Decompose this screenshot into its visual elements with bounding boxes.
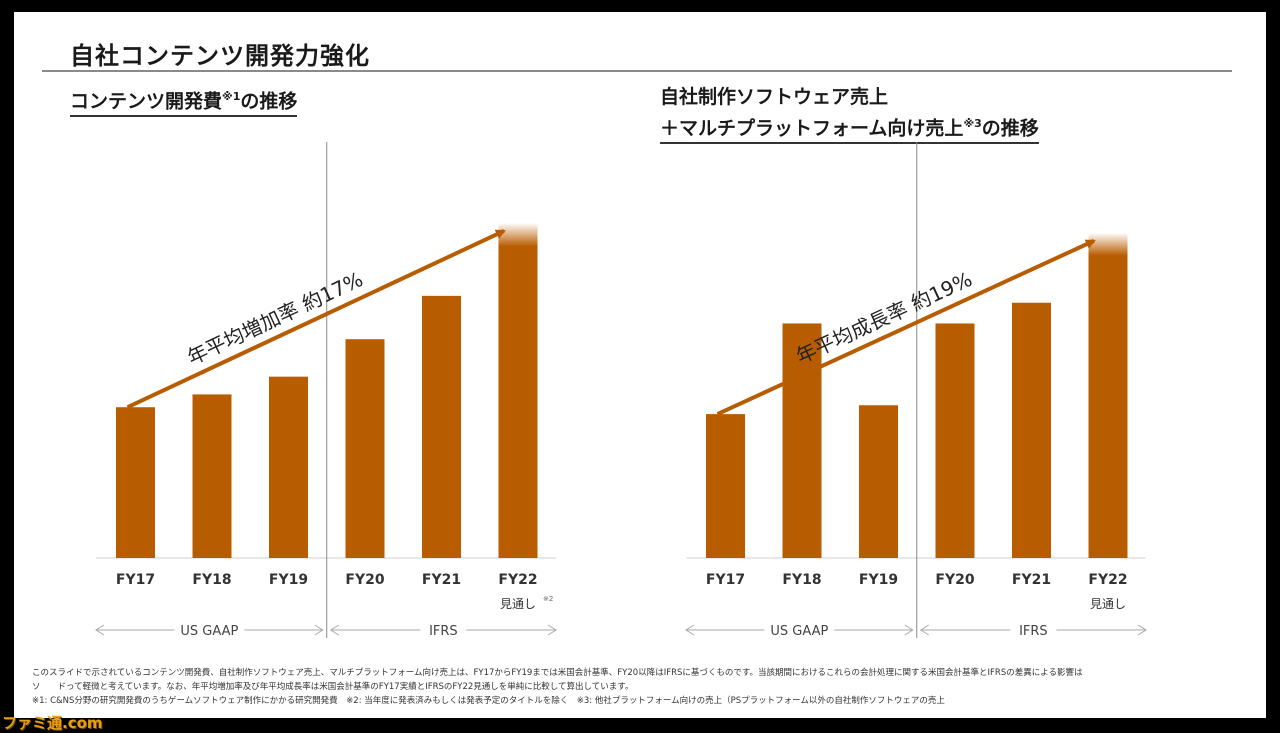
x-tick-label: FY21 xyxy=(422,572,461,588)
x-tick-label: FY22 xyxy=(1088,572,1127,588)
trend-arrow xyxy=(716,238,1096,416)
right-subtitle-line2: ＋マルチプラットフォーム向け売上※3の推移 xyxy=(660,111,1039,145)
x-tick-label: FY19 xyxy=(859,572,898,588)
x-tick-label: FY20 xyxy=(935,572,974,588)
trend-arrow xyxy=(126,229,506,410)
region-arrow-right xyxy=(314,624,324,636)
x-tick-label: FY21 xyxy=(1012,572,1051,588)
region-label-bg xyxy=(764,621,835,639)
bar-fy17 xyxy=(706,414,745,558)
trend-annotation: 年平均増加率 約17% xyxy=(184,267,367,370)
footnote-line-1: このスライドで示されているコンテンツ開発費、自社制作ソフトウェア売上、マルチプラ… xyxy=(32,668,1083,678)
bar-fy21 xyxy=(1012,302,1051,558)
right-subtitle-line1: 自社制作ソフトウェア売上 xyxy=(660,86,889,108)
right-subtitle-line2-text: ＋マルチプラットフォーム向け売上 xyxy=(660,117,964,140)
region-label: US GAAP xyxy=(180,624,238,639)
region-arrow-left xyxy=(919,624,930,636)
x-tick-label: FY19 xyxy=(269,572,308,588)
region-arrow-left xyxy=(329,624,340,636)
x-tick-sublabel-note: ※2 xyxy=(543,595,553,603)
region-label: IFRS xyxy=(1019,624,1048,639)
left-subtitle-note-mark: ※1 xyxy=(222,90,241,103)
x-tick-sublabel: 見通し xyxy=(1090,597,1126,611)
region-label-bg xyxy=(1010,621,1057,639)
region-label: IFRS xyxy=(429,624,458,639)
slide: 自社コンテンツ開発力強化 コンテンツ開発費※1の推移 自社制作ソフトウェア売上 … xyxy=(14,12,1266,718)
x-tick-label: FY20 xyxy=(345,572,384,588)
left-chart-subtitle: コンテンツ開発費※1の推移 xyxy=(70,84,298,118)
region-label-bg xyxy=(174,621,245,639)
bar-fy18 xyxy=(192,394,232,558)
left-bar-chart: FY17 FY18 FY19 FY20 FY21 FY22 見通し ※2 US GAAP IFRS… xyxy=(95,142,557,639)
x-tick-label: FY22 xyxy=(498,572,537,588)
region-label: US GAAP xyxy=(770,624,828,639)
bar-fy19 xyxy=(269,376,308,558)
bar-fy20 xyxy=(935,323,975,558)
footnote-line-3: ※1: C&NS分野の研究開発費のうちゲームソフトウェア制作にかかる研究開発費 … xyxy=(32,696,945,706)
bar-fy19 xyxy=(859,405,898,558)
region-arrow-left xyxy=(95,624,105,636)
bar-fy21 xyxy=(422,295,461,558)
right-subtitle-note-mark: ※3 xyxy=(963,117,982,130)
watermark-logo: ファミ通.com xyxy=(2,714,103,732)
right-subtitle-line2-suffix: の推移 xyxy=(981,117,1039,140)
region-label-bg xyxy=(420,621,467,639)
x-tick-sublabel: 見通し xyxy=(500,597,536,611)
x-tick-label: FY18 xyxy=(192,572,231,588)
left-subtitle-text: コンテンツ開発費 xyxy=(70,90,223,113)
footnote-line-2: ソ ドって軽微と考えています。なお、年平均増加率及び年平均成長率は米国会計基準の… xyxy=(32,682,634,692)
bar-fy17 xyxy=(116,407,155,558)
region-arrow-right xyxy=(1137,624,1147,636)
region-arrow-right xyxy=(904,624,914,636)
title-rule xyxy=(42,70,1232,72)
region-arrow-right xyxy=(547,624,557,636)
region-arrow-left xyxy=(685,624,695,636)
slide-title: 自社コンテンツ開発力強化 xyxy=(70,42,370,70)
bar-fy18 xyxy=(782,323,822,558)
bar-fy22 xyxy=(498,222,538,558)
right-chart-subtitle: 自社制作ソフトウェア売上 ＋マルチプラットフォーム向け売上※3の推移 xyxy=(660,84,1039,145)
x-tick-label: FY17 xyxy=(116,572,155,588)
x-tick-label: FY18 xyxy=(782,572,821,588)
bar-fy20 xyxy=(345,339,385,558)
left-subtitle-suffix: の推移 xyxy=(240,90,298,113)
bar-fy22 xyxy=(1088,232,1128,559)
x-tick-label: FY17 xyxy=(706,572,745,588)
